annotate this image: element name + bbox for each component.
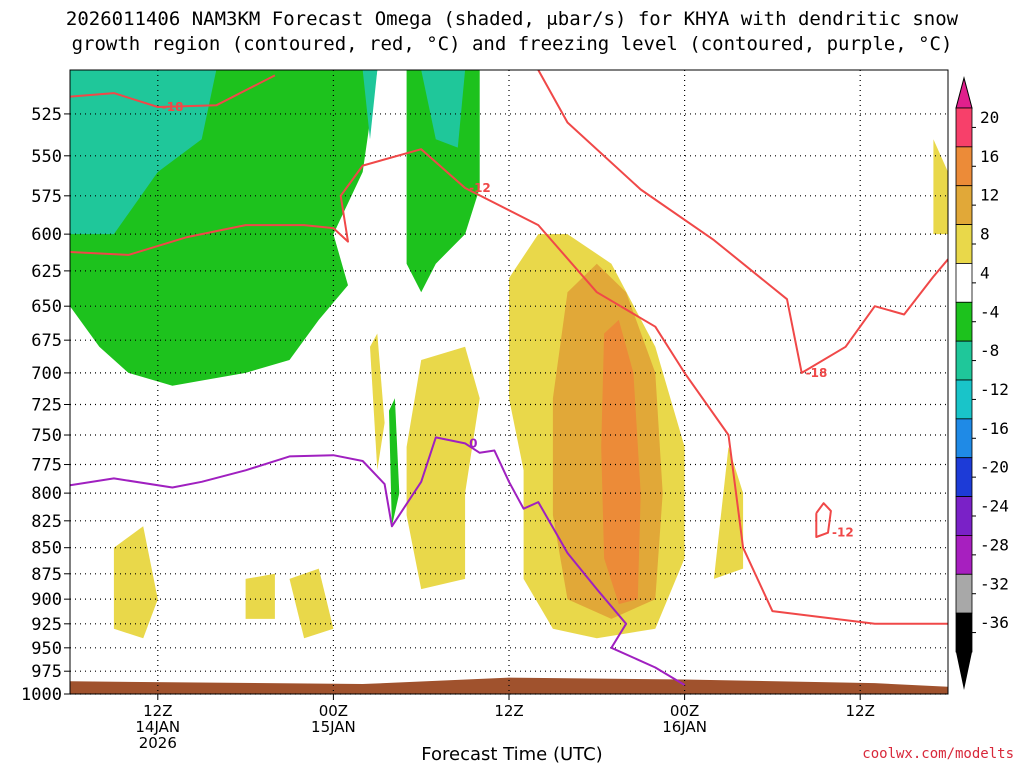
y-tick-label: 975	[31, 662, 62, 682]
y-tick-label: 825	[31, 512, 62, 532]
x-tick-label: 00Z	[319, 702, 348, 720]
omega-shade-16	[601, 319, 641, 605]
omega-shade-white	[70, 470, 188, 527]
omega-shade-neg8	[70, 70, 217, 235]
colorbar-label: -24	[980, 497, 1009, 516]
colorbar-label: -16	[980, 419, 1009, 438]
colorbar-label: -12	[980, 380, 1009, 399]
y-tick-label: 700	[31, 364, 62, 384]
y-tick-label: 575	[31, 187, 62, 207]
colorbar-swatch	[955, 107, 973, 148]
y-tick-label: 625	[31, 262, 62, 282]
omega-shade-white	[362, 558, 495, 672]
contour-label: 0	[469, 436, 477, 450]
colorbar-label: 12	[980, 186, 999, 205]
omega-shade-8	[406, 346, 480, 590]
colorbar-swatch	[955, 612, 973, 653]
contour-line	[537, 70, 948, 374]
colorbar-label: -36	[980, 613, 1009, 632]
x-tick-label: 12Z	[494, 702, 523, 720]
colorbar-swatch	[955, 535, 973, 575]
omega-shade-8	[289, 568, 334, 639]
colorbar-label: 4	[980, 263, 990, 282]
y-tick-label: 725	[31, 395, 62, 415]
colorbar-label: -4	[980, 302, 999, 321]
colorbar-bottom-arrow	[956, 652, 972, 690]
omega-shade-white	[509, 547, 539, 658]
x-tick-label: 12Z	[846, 702, 875, 720]
contour-line	[70, 436, 686, 686]
colorbar-swatch	[955, 224, 973, 264]
colorbar-label: -32	[980, 574, 1009, 593]
y-tick-label: 950	[31, 639, 62, 659]
x-axis-label: Forecast Time (UTC)	[421, 744, 603, 765]
y-tick-label: 750	[31, 426, 62, 446]
contour-label: -12	[832, 526, 854, 540]
omega-shade-8	[245, 573, 275, 619]
y-tick-label: 525	[31, 105, 62, 125]
contour-line	[70, 148, 948, 625]
colorbar-swatch	[955, 263, 973, 303]
colorbar-top-arrow	[955, 76, 973, 109]
omega-shade-neg4	[406, 70, 480, 293]
y-tick-label: 800	[31, 484, 62, 504]
contour-label: -18	[806, 366, 828, 380]
contour-line	[815, 502, 832, 538]
y-tick-label: 900	[31, 590, 62, 610]
colorbar-swatch	[955, 379, 973, 420]
colorbar-label: 16	[980, 147, 999, 166]
omega-shade-8	[113, 526, 158, 639]
y-tick-label: 850	[31, 539, 62, 559]
colorbar-label: 20	[980, 108, 999, 127]
colorbar-label: -28	[980, 535, 1009, 554]
colorbar-swatch	[955, 457, 973, 497]
x-tick-label: 12Z	[143, 702, 172, 720]
y-tick-label: 775	[31, 456, 62, 476]
colorbar-swatch	[955, 340, 973, 381]
omega-shade-8	[933, 139, 948, 235]
chart-title-line-1: 2026011406 NAM3KM Forecast Omega (shaded…	[65, 8, 959, 30]
x-tick-label: 16JAN	[662, 718, 707, 736]
contour-label: -12	[469, 181, 491, 195]
x-tick-label: 00Z	[670, 702, 699, 720]
chart-title-line-2: growth region (contoured, red, °C) and f…	[71, 33, 953, 55]
omega-shade-neg8	[421, 70, 466, 148]
omega-shade-neg8	[362, 70, 378, 140]
x-tick-label: 2026	[139, 734, 177, 752]
colorbar-label: -20	[980, 458, 1009, 477]
source-credit: coolwx.com/modelts	[862, 746, 1014, 762]
colorbar-label: -8	[980, 341, 999, 360]
colorbar-swatch	[955, 301, 973, 342]
contour-label: -18	[162, 100, 184, 114]
y-tick-label: 925	[31, 615, 62, 635]
y-tick-label: 550	[31, 147, 62, 167]
y-tick-label: 675	[31, 331, 62, 351]
y-tick-label: 600	[31, 225, 62, 245]
y-tick-label: 875	[31, 565, 62, 585]
y-tick-label: 650	[31, 297, 62, 317]
y-tick-label: 1000	[21, 685, 62, 705]
x-tick-label: 15JAN	[311, 718, 356, 736]
colorbar-swatch	[955, 496, 973, 536]
omega-shade-8	[713, 446, 744, 579]
omega-shade-8	[370, 333, 385, 471]
omega-shade-neg4	[389, 398, 400, 527]
colorbar-swatch	[955, 146, 973, 187]
contour-line	[70, 74, 276, 108]
x-tick-label: 14JAN	[135, 718, 180, 736]
colorbar-swatch	[955, 573, 973, 614]
colorbar-swatch	[955, 418, 973, 459]
colorbar-label: 8	[980, 225, 990, 244]
colorbar-swatch	[955, 185, 973, 225]
